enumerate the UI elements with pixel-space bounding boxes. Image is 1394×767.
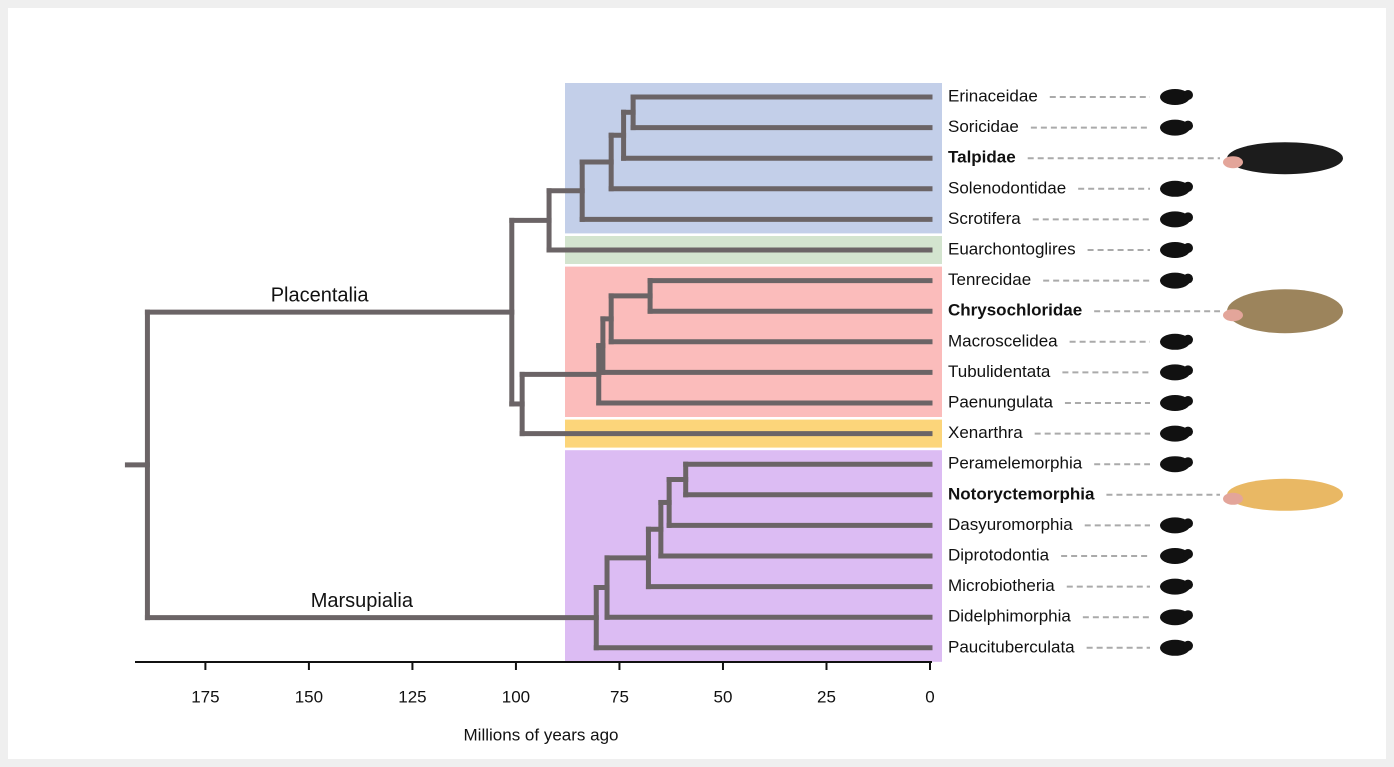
taxon-label: Scrotifera bbox=[948, 209, 1021, 228]
animal-icon-head bbox=[1183, 365, 1193, 375]
animal-icon-head bbox=[1183, 243, 1193, 253]
animal-photo-snout bbox=[1223, 309, 1243, 321]
taxon-label: Tenrecidae bbox=[948, 270, 1031, 289]
taxon-label: Paenungulata bbox=[948, 392, 1053, 411]
animal-icon-head bbox=[1183, 335, 1193, 345]
taxon-label: Erinaceidae bbox=[948, 86, 1038, 105]
taxon-label: Microbiotheria bbox=[948, 576, 1055, 595]
taxon-label: Didelphimorphia bbox=[948, 607, 1071, 626]
x-tick-label: 150 bbox=[295, 687, 323, 706]
taxon-label: Paucituberculata bbox=[948, 637, 1075, 656]
taxon-label: Euarchontoglires bbox=[948, 239, 1076, 258]
animal-photo bbox=[1227, 289, 1343, 333]
animal-icon-head bbox=[1183, 274, 1193, 284]
animal-photo-snout bbox=[1223, 493, 1243, 505]
x-tick-label: 175 bbox=[191, 687, 219, 706]
taxon-label: Xenarthra bbox=[948, 423, 1023, 442]
x-tick-label: 50 bbox=[714, 687, 733, 706]
taxon-label: Soricidae bbox=[948, 117, 1019, 136]
animal-photo-snout bbox=[1223, 156, 1243, 168]
animal-icon-head bbox=[1183, 212, 1193, 222]
x-tick-label: 100 bbox=[502, 687, 530, 706]
animal-icon-head bbox=[1183, 457, 1193, 467]
animal-icon-head bbox=[1183, 549, 1193, 559]
animal-icon-head bbox=[1183, 396, 1193, 406]
figure: Placentalia Marsupialia Millions of years… bbox=[0, 0, 1394, 767]
taxon-label: Chrysochloridae bbox=[948, 301, 1082, 320]
animal-icon-head bbox=[1183, 641, 1193, 651]
animal-icon-head bbox=[1183, 580, 1193, 590]
animal-photo bbox=[1227, 479, 1343, 511]
animal-icon-head bbox=[1183, 90, 1193, 100]
animal-icon-head bbox=[1183, 182, 1193, 192]
taxon-label: Diprotodontia bbox=[948, 545, 1050, 564]
axis-title: Millions of years ago bbox=[464, 725, 619, 744]
animal-icon-head bbox=[1183, 518, 1193, 528]
clade-label: Placentalia bbox=[271, 284, 370, 306]
animal-photo bbox=[1227, 142, 1343, 174]
taxon-label: Notoryctemorphia bbox=[948, 484, 1095, 503]
x-tick-label: 0 bbox=[925, 687, 934, 706]
taxon-label: Dasyuromorphia bbox=[948, 515, 1073, 534]
taxon-label: Peramelemorphia bbox=[948, 454, 1083, 473]
x-tick-label: 75 bbox=[610, 687, 629, 706]
taxon-label: Talpidae bbox=[948, 148, 1016, 167]
clade-label: Marsupialia bbox=[311, 590, 414, 612]
animal-icon-head bbox=[1183, 121, 1193, 131]
animal-icon-head bbox=[1183, 427, 1193, 437]
taxon-label: Solenodontidae bbox=[948, 178, 1066, 197]
x-tick-label: 125 bbox=[398, 687, 426, 706]
x-tick-label: 25 bbox=[817, 687, 836, 706]
taxon-label: Macroscelidea bbox=[948, 331, 1058, 350]
animal-icon-head bbox=[1183, 610, 1193, 620]
taxon-label: Tubulidentata bbox=[948, 362, 1051, 381]
page: {"axis": {"xlim": [192, 0], "xticks": [1… bbox=[0, 0, 1394, 767]
